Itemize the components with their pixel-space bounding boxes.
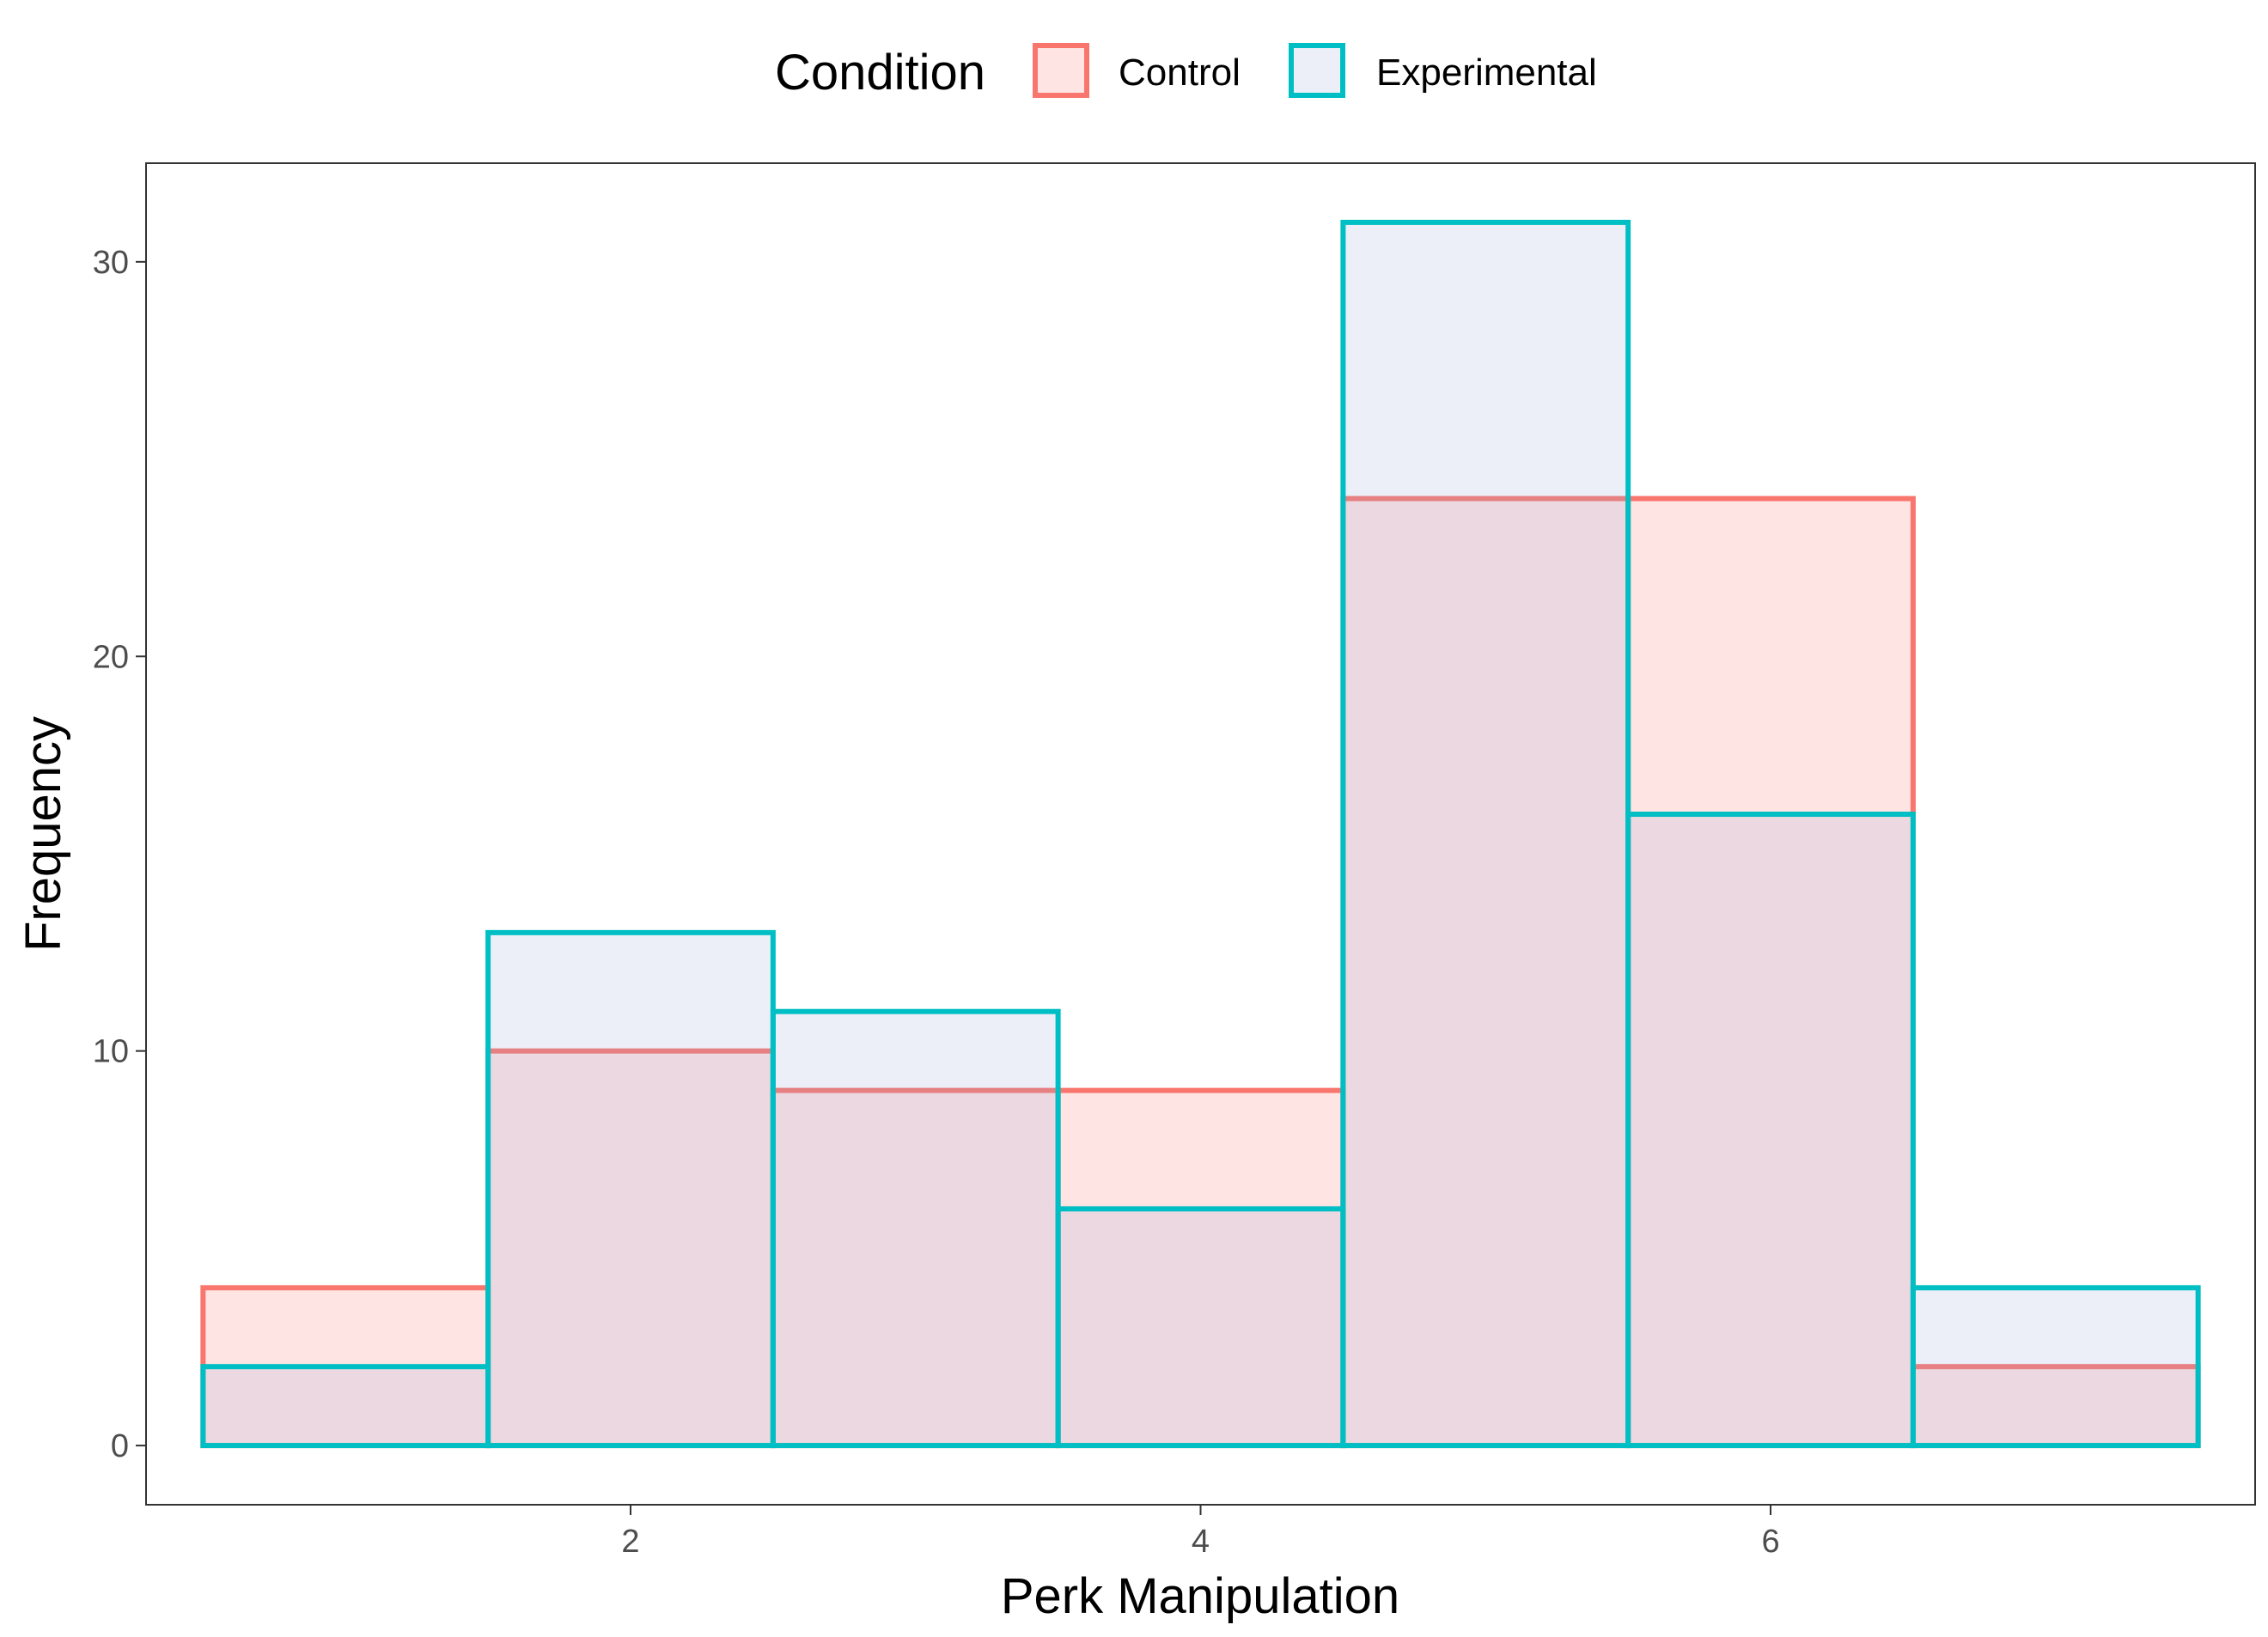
y-axis-title: Frequency [15, 716, 71, 952]
control-bar-3 [770, 1087, 1061, 1449]
control-bar-2 [485, 1048, 776, 1449]
experimental-bar-6 [1625, 812, 1916, 1449]
experimental-bar-5 [1340, 219, 1631, 1449]
x-axis-title: Perk Manipulation [1001, 1568, 1399, 1624]
x-tick-label-2: 2 [621, 1524, 639, 1560]
y-tick-label-10: 10 [93, 1034, 129, 1070]
experimental-bar-4 [1055, 1206, 1346, 1449]
y-tick-label-20: 20 [93, 639, 129, 675]
legend-label-experimental: Experimental [1376, 52, 1597, 94]
experimental-bar-2 [485, 929, 776, 1449]
experimental-bar-7 [1910, 1285, 2201, 1449]
x-axis: 2 4 6 [621, 1505, 1780, 1560]
legend-key-experimental [1289, 43, 1345, 98]
legend-label-control: Control [1119, 52, 1241, 94]
y-tick-label-0: 0 [111, 1428, 129, 1464]
experimental-bar-3 [770, 1008, 1061, 1449]
legend: Condition Control Experimental [775, 43, 1597, 100]
y-tick-label-30: 30 [93, 245, 129, 281]
control-bars [200, 496, 2201, 1449]
x-tick-label-4: 4 [1192, 1524, 1210, 1560]
experimental-bar-1 [200, 1364, 491, 1449]
y-axis: 0 10 20 30 [93, 245, 146, 1464]
x-tick-label-6: 6 [1761, 1524, 1779, 1560]
legend-title: Condition [775, 45, 985, 100]
experimental-bars [200, 219, 2201, 1449]
legend-key-control [1033, 43, 1089, 98]
